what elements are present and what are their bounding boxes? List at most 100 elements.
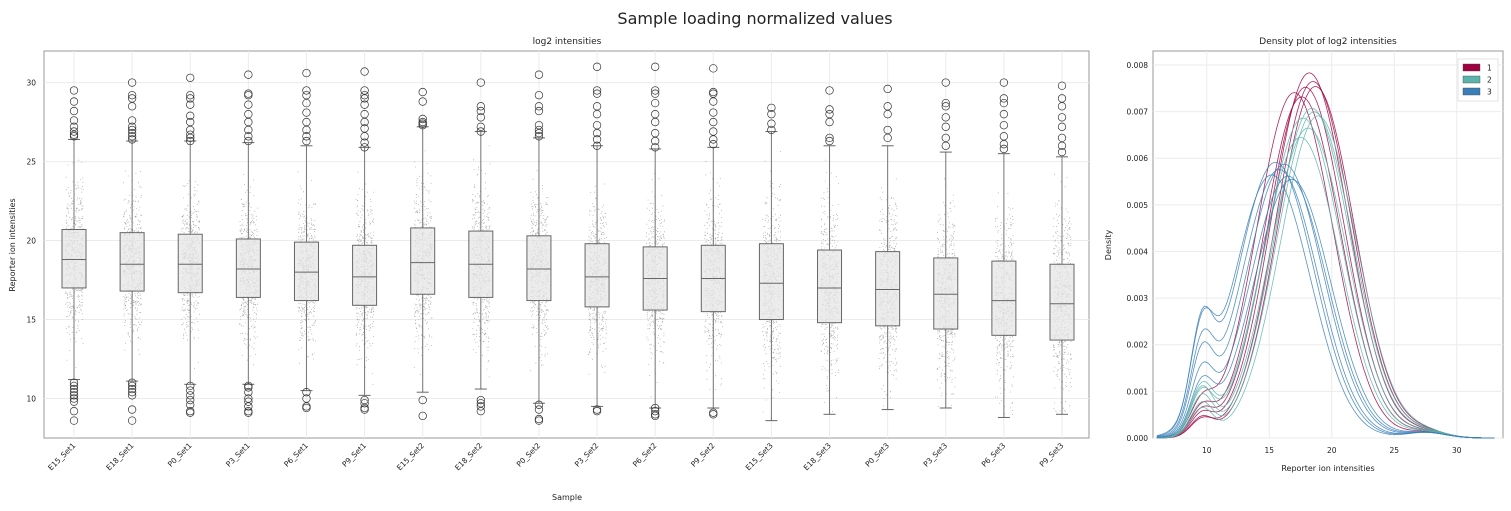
box-outlier: [651, 411, 660, 421]
density-plot-panel: Density plot of log2 intensities 0.0000.…: [1104, 37, 1504, 473]
box-outlier: [418, 114, 427, 124]
density-plot-y-ticks: 0.000 0.001 0.002 0.003 0.004 0.005 0.006 0.007…: [1127, 61, 1149, 443]
box-outlier: [360, 100, 369, 109]
box-outlier: [476, 102, 485, 111]
box-outlier: [127, 78, 137, 87]
box-outlier: [1057, 81, 1067, 90]
box-outlier: [999, 121, 1009, 130]
box-outlier: [767, 119, 776, 128]
box-outlier: [534, 416, 544, 425]
box-outlier: [186, 395, 195, 405]
box-outlier: [418, 395, 427, 405]
box-outlier: [476, 402, 485, 411]
density-x-tick-label: 15: [1264, 446, 1274, 455]
box-plot-marks: [61, 62, 1075, 425]
box-outlier: [302, 125, 311, 135]
box-outlier: [825, 133, 834, 143]
box-iqr: [1049, 263, 1075, 341]
box-outlier: [69, 416, 79, 425]
box-outlier: [186, 391, 195, 400]
box-iqr: [758, 243, 784, 321]
box-outlier: [69, 397, 79, 406]
box-outlier: [69, 378, 79, 387]
box-outlier: [476, 106, 485, 116]
box-outlier: [534, 106, 544, 116]
box-outlier: [186, 136, 195, 146]
box-iqr: [875, 251, 901, 327]
box-outlier: [651, 117, 660, 127]
box-outlier: [186, 133, 195, 143]
box-outlier: [244, 132, 253, 141]
box-y-tick-label: 30: [26, 79, 36, 88]
box-outlier: [244, 388, 253, 397]
box-outlier: [360, 405, 369, 414]
box-x-tick-label: E15_Set2: [395, 441, 426, 472]
box-outlier: [476, 406, 485, 416]
box-x-tick-label: P3_Set1: [224, 441, 252, 469]
density-plot-title: Density plot of log2 intensities: [1259, 37, 1397, 47]
box-outlier: [709, 140, 718, 149]
box-iqr: [933, 257, 959, 330]
box-outlier: [69, 394, 79, 403]
density-plot-area: [1152, 50, 1504, 439]
box-outlier: [69, 127, 79, 136]
box-x-tick-label: E15_Set1: [46, 441, 77, 472]
box-outlier: [127, 381, 137, 391]
box-x-tick-label: P6_Set1: [282, 441, 310, 469]
box-x-tick-label: E15_Set3: [744, 441, 775, 472]
box-outlier: [244, 136, 253, 146]
box-outlier: [186, 100, 195, 109]
density-y-tick-label: 0.007: [1127, 108, 1149, 117]
box-outlier: [186, 408, 195, 417]
box-outlier: [127, 416, 137, 425]
box-outlier: [302, 86, 311, 95]
box-outlier: [592, 128, 602, 138]
box-outlier: [127, 405, 137, 414]
box-outlier: [476, 78, 485, 87]
box-outlier: [1057, 141, 1067, 150]
box-outlier: [941, 98, 950, 108]
box-outlier: [127, 91, 137, 100]
density-x-tick-label: 10: [1202, 446, 1212, 455]
box-outlier: [127, 388, 137, 397]
box-x-tick-label: E18_Set3: [802, 441, 833, 472]
box-outlier: [534, 70, 544, 79]
density-y-tick-label: 0.008: [1127, 61, 1149, 70]
box-outlier: [709, 410, 718, 419]
box-outlier: [69, 116, 79, 125]
box-plot-y-ticks: 10 15 20 25 30: [26, 79, 36, 404]
box-plot-x-label: Sample: [552, 493, 582, 502]
box-outlier: [186, 386, 195, 395]
box-outlier: [244, 408, 253, 417]
box-x-tick-label: P9_Set2: [689, 441, 717, 469]
box-iqr: [817, 249, 843, 324]
density-x-tick-label: 20: [1327, 446, 1337, 455]
box-outlier: [186, 130, 195, 139]
legend-label: 2: [1487, 76, 1492, 85]
box-outlier: [534, 102, 544, 111]
box-outlier: [418, 411, 427, 421]
box-outlier: [302, 403, 311, 413]
box-outlier: [999, 110, 1009, 119]
box-x-tick-label: P9_Set3: [1038, 441, 1066, 469]
box-outlier: [1057, 147, 1067, 157]
box-x-tick-label: E18_Set2: [453, 441, 484, 472]
box-plot-title: log2 intensities: [533, 37, 602, 47]
box-outlier: [186, 73, 195, 83]
suptitle: Sample loading normalized values: [617, 9, 892, 28]
box-outlier: [244, 383, 253, 392]
box-outlier: [883, 84, 892, 94]
box-outlier: [999, 94, 1009, 103]
box-outlier: [651, 86, 660, 95]
box-plot-panel: log2 intensities 10 15 20 25 30 E15_Set1 E18_…: [8, 37, 1090, 502]
box-y-tick-label: 15: [26, 316, 36, 325]
density-y-tick-label: 0.002: [1127, 341, 1149, 350]
box-outlier: [941, 102, 950, 111]
density-y-tick-label: 0.006: [1127, 154, 1149, 163]
box-outlier: [418, 97, 427, 106]
density-curve-group-2: [1156, 107, 1495, 439]
box-outlier: [709, 108, 718, 117]
box-iqr: [61, 228, 87, 289]
box-outlier: [69, 391, 79, 400]
box-outlier: [941, 122, 950, 131]
